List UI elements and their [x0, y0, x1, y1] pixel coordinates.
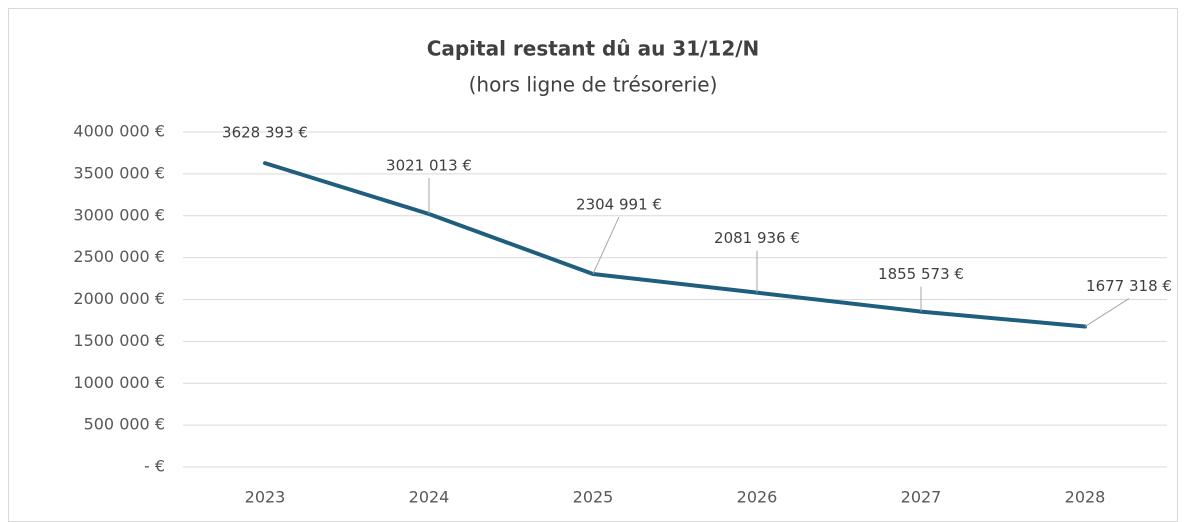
- x-tick-label: 2026: [737, 488, 778, 507]
- data-label: 3021 013 €: [386, 156, 472, 174]
- y-tick-label: 3500 000 €: [73, 163, 165, 182]
- y-tick-label: 2500 000 €: [73, 247, 165, 266]
- y-tick-label: 3000 000 €: [73, 205, 165, 224]
- leader-line: [1084, 298, 1130, 327]
- data-label: 3628 393 €: [222, 124, 308, 142]
- x-tick-label: 2028: [1065, 488, 1106, 507]
- data-label: 1677 318 €: [1086, 277, 1172, 295]
- y-tick-label: 4000 000 €: [73, 122, 165, 141]
- leader-line: [592, 216, 620, 275]
- y-tick-label: 500 000 €: [84, 415, 165, 434]
- x-tick-label: 2025: [573, 488, 614, 507]
- y-tick-label: 1000 000 €: [73, 373, 165, 392]
- y-tick-label: - €: [144, 457, 165, 476]
- chart-frame: [8, 8, 1178, 522]
- data-label: 1855 573 €: [878, 265, 964, 283]
- x-tick-label: 2023: [245, 488, 286, 507]
- x-tick-label: 2027: [901, 488, 942, 507]
- y-tick-label: 2000 000 €: [73, 289, 165, 308]
- data-label: 2081 936 €: [714, 229, 800, 247]
- chart-subtitle: (hors ligne de trésorerie): [469, 73, 718, 97]
- data-line: [263, 161, 1087, 329]
- chart-title: Capital restant dû au 31/12/N: [427, 37, 760, 61]
- y-tick-label: 1500 000 €: [73, 331, 165, 350]
- x-tick-label: 2024: [409, 488, 450, 507]
- data-label: 2304 991 €: [576, 195, 662, 213]
